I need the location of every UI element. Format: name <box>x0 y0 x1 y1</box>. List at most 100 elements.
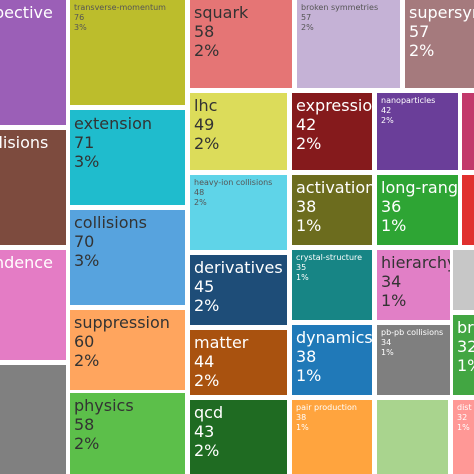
cell: extension 71 3% <box>70 110 185 205</box>
cell-label: hierarchy <box>381 253 450 272</box>
cell-value: 42 <box>381 106 392 115</box>
cell-value: 32 <box>457 413 468 422</box>
cell-share: 2% <box>74 434 100 453</box>
cell-label: llisions <box>0 133 49 152</box>
cell-value: 71 <box>74 133 95 152</box>
cell-share: 2% <box>194 296 220 315</box>
cell-value: 42 <box>296 115 317 134</box>
cell-label: expression <box>296 96 372 115</box>
cell: pective <box>0 0 66 125</box>
cell-value: 36 <box>381 197 402 216</box>
cell-label: collisions <box>74 213 147 232</box>
cell: nanoparticles 42 2% <box>377 93 458 170</box>
cell-value: 60 <box>74 332 95 351</box>
cell-value: 70 <box>74 232 95 251</box>
cell-label: suppression <box>74 313 170 332</box>
cell-value: 32 <box>457 337 474 356</box>
cell-label: derivatives <box>194 258 283 277</box>
cell-label: nanoparticles <box>381 96 436 105</box>
cell-value: 38 <box>296 197 317 216</box>
cell: lhc 49 2% <box>190 93 287 170</box>
cell-value: 57 <box>409 22 430 41</box>
cell-value: 76 <box>74 13 85 22</box>
cell-share: 1% <box>296 423 309 432</box>
cell: expression422% <box>292 93 372 170</box>
cell-share: 2% <box>194 441 220 460</box>
cell-label: long-range <box>381 178 458 197</box>
cell-share: 1% <box>381 216 407 235</box>
cell-share: 1% <box>296 216 322 235</box>
cell-share: 3% <box>74 251 100 270</box>
cell-label: pective <box>0 3 53 22</box>
cell-share: 1% <box>296 366 322 385</box>
cell-label: dist <box>457 403 472 412</box>
cell <box>0 365 66 474</box>
cell-label: crystal-structure <box>296 253 363 262</box>
cell: suppression 60 2% <box>70 310 185 390</box>
cell-label: bre <box>457 318 474 337</box>
cell-value: 35 <box>296 263 307 272</box>
cell-value: 34 <box>381 272 402 291</box>
cell: ndence <box>0 250 66 360</box>
cell: collisions 70 3% <box>70 210 185 305</box>
cell-share: 2% <box>381 116 394 125</box>
cell: squark 58 2% <box>190 0 292 88</box>
cell-label: pair production <box>296 403 357 412</box>
cell: pb-pb collisions 34 1% <box>377 325 450 395</box>
cell-label: matter <box>194 333 249 352</box>
cell-label: heavy-ion collisions <box>194 178 273 187</box>
cell: broken symmetries 57 2% <box>297 0 400 88</box>
cell: bre321% <box>453 315 474 395</box>
cell-label: dynamics <box>296 328 372 347</box>
cell: long-range361% <box>377 175 458 245</box>
cell: crystal-structure 35 1% <box>292 250 372 320</box>
cell-value: 43 <box>194 422 215 441</box>
cell <box>377 400 448 474</box>
cell: activation 38 1% <box>292 175 372 245</box>
cell: supersymm572% <box>405 0 474 88</box>
cell-value: 58 <box>194 22 215 41</box>
cell-share: 1% <box>296 273 309 282</box>
cell-label: physics <box>74 396 134 415</box>
cell-label: lhc <box>194 96 218 115</box>
cell-share: 1% <box>457 423 470 432</box>
cell <box>462 93 474 170</box>
cell-label: squark <box>194 3 249 22</box>
cell-label: supersymm <box>409 3 474 22</box>
cell: pair production 38 1% <box>292 400 372 474</box>
cell-share: 2% <box>409 41 435 60</box>
cell-share: 2% <box>194 41 220 60</box>
cell: llisions <box>0 130 66 245</box>
cell-value: 58 <box>74 415 95 434</box>
cell <box>453 250 474 310</box>
cell-share: 2% <box>194 134 220 153</box>
cell-share: 1% <box>381 291 407 310</box>
cell-value: 49 <box>194 115 215 134</box>
cell <box>462 175 474 245</box>
cell-share: 2% <box>296 134 322 153</box>
cell-share: 3% <box>74 23 87 32</box>
cell-value: 45 <box>194 277 215 296</box>
cell-value: 38 <box>296 413 307 422</box>
cell-value: 34 <box>381 338 392 347</box>
cell: transverse-momentum 76 3% <box>70 0 185 105</box>
cell-share: 2% <box>301 23 314 32</box>
cell-label: transverse-momentum <box>74 3 166 12</box>
cell-share: 2% <box>194 371 220 390</box>
cell-label: activation <box>296 178 372 197</box>
cell-share: 1% <box>381 348 394 357</box>
cell-share: 2% <box>74 351 100 370</box>
cell: physics 58 2% <box>70 393 185 474</box>
cell-label: qcd <box>194 403 224 422</box>
cell: heavy-ion collisions 48 2% <box>190 175 287 250</box>
cell: qcd 43 2% <box>190 400 287 474</box>
cell-value: 44 <box>194 352 215 371</box>
cell-share: 3% <box>74 152 100 171</box>
cell: matter 44 2% <box>190 330 287 395</box>
cell-share: 2% <box>194 198 207 207</box>
cell: dynamics 38 1% <box>292 325 372 395</box>
cell-value: 48 <box>194 188 205 197</box>
cell: dist 32 1% <box>453 400 474 474</box>
cell: derivatives 45 2% <box>190 255 287 325</box>
